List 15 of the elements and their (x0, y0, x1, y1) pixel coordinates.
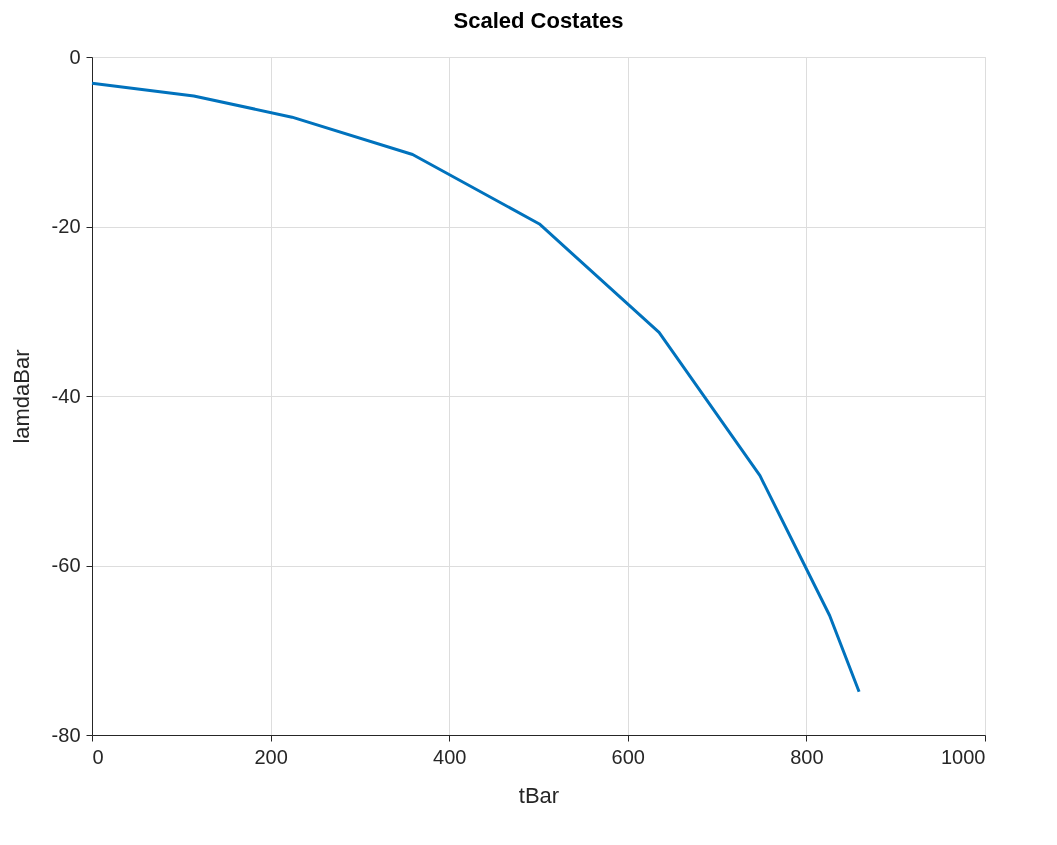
x-tick-label: 1000 (941, 745, 986, 768)
chart-title: Scaled Costates (453, 8, 624, 33)
x-tick-label: 400 (433, 745, 467, 768)
y-tick-label: -20 (51, 215, 81, 237)
x-axis-title: tBar (518, 782, 560, 808)
x-tick-label: 800 (790, 745, 824, 768)
y-axis-title: lamdaBar (8, 349, 34, 444)
y-tick-label: -80 (51, 723, 81, 746)
x-tick-label: 600 (611, 745, 645, 768)
y-tick-label: -40 (51, 384, 81, 407)
x-tick-label: 200 (254, 745, 288, 768)
y-tick-label: 0 (69, 45, 81, 68)
y-tick-label: -60 (51, 554, 81, 576)
line-series (90, 81, 861, 694)
x-tick-label: 0 (92, 745, 104, 768)
